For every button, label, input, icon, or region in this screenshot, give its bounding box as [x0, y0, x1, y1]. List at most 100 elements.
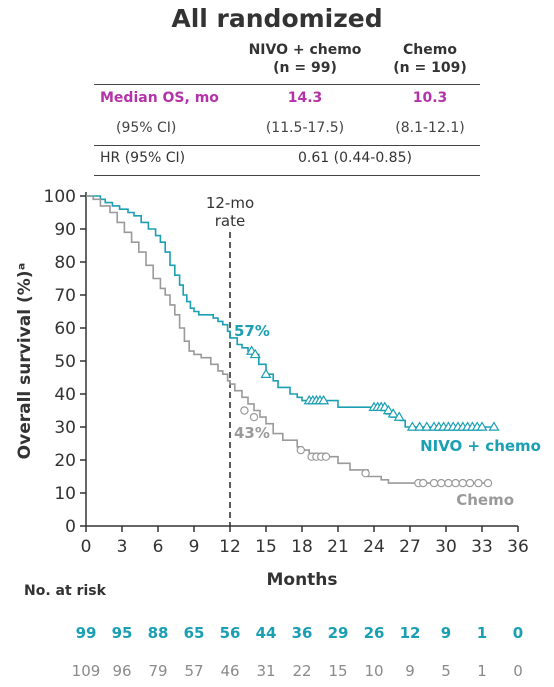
risk-nivo-18: 36: [291, 624, 313, 642]
hr-label: HR (95% CI): [100, 150, 186, 166]
censor-mark-chemo: [474, 478, 483, 488]
ci-chemo: (8.1-12.1): [395, 120, 465, 136]
chemo-rate-label: 43%: [234, 424, 270, 442]
y-tick-label: 30: [54, 418, 76, 438]
y-tick-label: 60: [54, 319, 76, 339]
median-os-label: Median OS, mo: [100, 90, 219, 106]
y-tick-label: 100: [44, 187, 76, 207]
y-tick-label: 90: [54, 220, 76, 240]
risk-chemo-30: 5: [441, 662, 451, 680]
risk-chemo-33: 1: [477, 662, 487, 680]
censor-mark-chemo: [419, 478, 428, 488]
risk-table-label: No. at risk: [24, 583, 106, 599]
censor-mark-chemo: [296, 445, 305, 455]
hr-value: 0.61 (0.44-0.85): [298, 150, 412, 166]
censor-mark-nivo: [476, 421, 488, 431]
chart-title: All randomized: [171, 4, 383, 33]
landmark-label-line1: 12-mo: [206, 194, 254, 212]
x-tick-label: 36: [507, 537, 529, 557]
chart-censor-marks: [240, 345, 500, 488]
risk-nivo-12: 56: [219, 624, 241, 642]
risk-chemo-24: 10: [364, 662, 384, 680]
y-axis-title: Overall survival (%)ᵃ: [15, 263, 35, 460]
x-tick-label: 6: [153, 537, 164, 557]
x-tick-label: 27: [399, 537, 421, 557]
risk-nivo-33: 1: [476, 624, 488, 642]
nivo-header-line2: (n = 99): [273, 60, 337, 76]
censor-mark-nivo: [414, 421, 426, 431]
y-tick-label: 10: [54, 484, 76, 504]
chemo-series-label: Chemo: [456, 491, 514, 509]
risk-chemo-12: 46: [220, 662, 240, 680]
censor-mark-chemo: [451, 478, 460, 488]
y-tick-label: 80: [54, 253, 76, 273]
nivo-series-label: NIVO + chemo: [420, 437, 541, 455]
risk-nivo-36: 0: [512, 624, 524, 642]
landmark-label-line2: rate: [215, 212, 245, 230]
risk-chemo-18: 22: [292, 662, 312, 680]
ci-nivo: (11.5-17.5): [265, 120, 345, 136]
chemo-header-line1: Chemo: [403, 42, 457, 58]
risk-nivo-27: 12: [399, 624, 421, 642]
censor-mark-nivo: [393, 411, 405, 421]
median-os-nivo: 14.3: [287, 90, 323, 106]
censor-mark-nivo: [387, 408, 399, 418]
censor-mark-chemo: [429, 478, 439, 488]
risk-chemo-21: 15: [328, 662, 348, 680]
risk-chemo-3: 96: [112, 662, 132, 680]
censor-mark-nivo: [406, 421, 418, 431]
x-tick-label: 3: [117, 537, 128, 557]
risk-nivo-21: 29: [327, 624, 349, 642]
curve-nivo: [86, 195, 494, 428]
x-tick-label: 15: [255, 537, 277, 557]
censor-mark-chemo: [437, 478, 446, 488]
table-rule-top: [94, 84, 480, 85]
censor-mark-chemo: [483, 478, 493, 488]
censor-mark-nivo: [421, 421, 433, 431]
x-tick-label: 0: [81, 537, 92, 557]
risk-nivo-0: 99: [75, 624, 97, 642]
censor-mark-chemo: [249, 412, 259, 422]
ci-label: (95% CI): [116, 120, 177, 136]
y-tick-label: 0: [65, 517, 76, 537]
nivo-header: NIVO + chemo (n = 99): [230, 41, 380, 77]
x-tick-label: 18: [291, 537, 313, 557]
x-tick-label: 24: [363, 537, 385, 557]
censor-mark-chemo: [361, 469, 370, 478]
risk-nivo-24: 26: [363, 624, 385, 642]
risk-nivo-9: 65: [183, 624, 205, 642]
risk-nivo-6: 88: [147, 624, 169, 642]
chemo-header-line2: (n = 109): [393, 60, 467, 76]
risk-chemo-6: 79: [148, 662, 168, 680]
censor-mark-nivo: [249, 348, 261, 359]
risk-chemo-0: 109: [71, 662, 101, 680]
risk-nivo-15: 44: [255, 624, 277, 642]
censor-mark-chemo: [444, 478, 453, 488]
x-tick-label: 9: [189, 537, 200, 557]
x-tick-label: 21: [327, 537, 349, 557]
risk-nivo-30: 9: [440, 624, 452, 642]
nivo-rate-label: 57%: [234, 322, 270, 340]
x-tick-label: 12: [219, 537, 241, 557]
median-os-chemo: 10.3: [412, 90, 448, 106]
risk-chemo-15: 31: [256, 662, 276, 680]
censor-mark-nivo: [488, 421, 500, 431]
table-rule-middle: [94, 145, 480, 146]
x-tick-label: 30: [435, 537, 457, 557]
y-tick-label: 40: [54, 385, 76, 405]
y-tick-label: 50: [54, 352, 76, 372]
censor-mark-chemo: [240, 406, 249, 415]
nivo-header-line1: NIVO + chemo: [248, 42, 362, 58]
censor-mark-nivo: [318, 394, 330, 405]
censor-mark-chemo: [458, 478, 467, 488]
censor-mark-chemo: [465, 478, 475, 488]
y-tick-label: 70: [54, 286, 76, 306]
censor-mark-chemo: [321, 452, 331, 461]
censor-mark-nivo: [260, 368, 272, 378]
table-rule-bottom: [94, 175, 480, 176]
risk-chemo-27: 9: [405, 662, 415, 680]
censor-mark-nivo: [382, 404, 394, 415]
